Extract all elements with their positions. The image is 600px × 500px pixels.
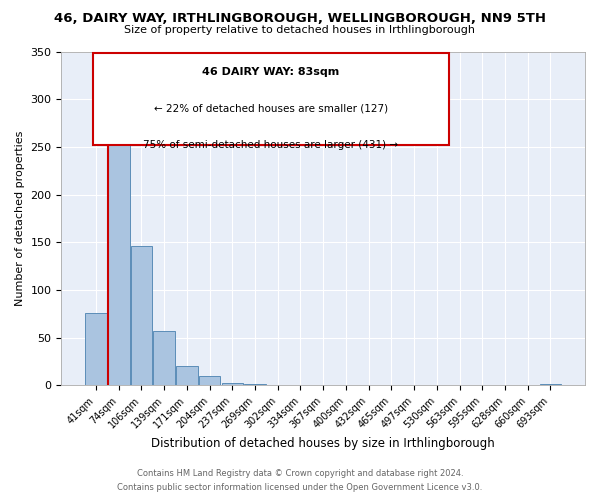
Bar bbox=[539, 384, 561, 386]
Bar bbox=[221, 382, 243, 386]
Bar bbox=[108, 132, 130, 386]
Text: Contains HM Land Registry data © Crown copyright and database right 2024.: Contains HM Land Registry data © Crown c… bbox=[137, 468, 463, 477]
Bar bbox=[154, 331, 175, 386]
Text: 46 DAIRY WAY: 83sqm: 46 DAIRY WAY: 83sqm bbox=[202, 66, 340, 76]
Bar bbox=[244, 384, 266, 386]
FancyBboxPatch shape bbox=[93, 53, 449, 145]
Text: Size of property relative to detached houses in Irthlingborough: Size of property relative to detached ho… bbox=[125, 25, 476, 35]
Text: 75% of semi-detached houses are larger (431) →: 75% of semi-detached houses are larger (… bbox=[143, 140, 398, 150]
Y-axis label: Number of detached properties: Number of detached properties bbox=[15, 131, 25, 306]
Bar bbox=[131, 246, 152, 386]
Text: Contains public sector information licensed under the Open Government Licence v3: Contains public sector information licen… bbox=[118, 484, 482, 492]
Bar bbox=[176, 366, 197, 386]
Bar bbox=[199, 376, 220, 386]
Text: 46, DAIRY WAY, IRTHLINGBOROUGH, WELLINGBOROUGH, NN9 5TH: 46, DAIRY WAY, IRTHLINGBOROUGH, WELLINGB… bbox=[54, 12, 546, 26]
Text: ← 22% of detached houses are smaller (127): ← 22% of detached houses are smaller (12… bbox=[154, 104, 388, 114]
Bar bbox=[85, 313, 107, 386]
X-axis label: Distribution of detached houses by size in Irthlingborough: Distribution of detached houses by size … bbox=[151, 437, 495, 450]
